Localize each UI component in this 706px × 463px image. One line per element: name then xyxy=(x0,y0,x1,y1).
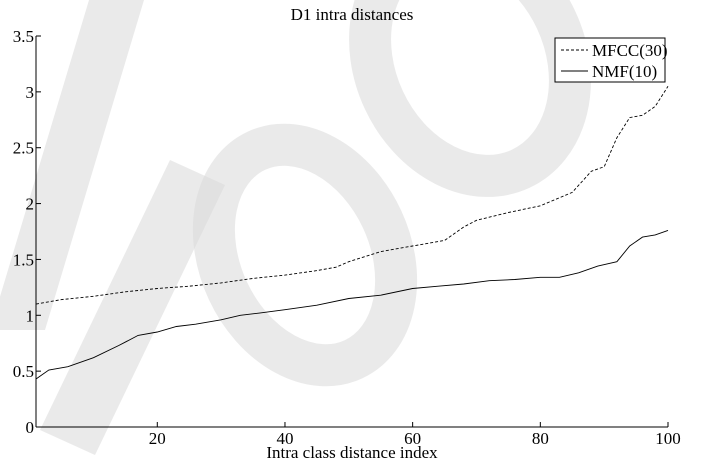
y-tick-label: 0 xyxy=(26,418,35,437)
x-tick-label: 40 xyxy=(276,429,293,448)
legend: MFCC(30) NMF(10) xyxy=(554,37,668,83)
y-axis-ticks: 0 0.5 1 1.5 2 2.5 3 3.5 xyxy=(13,27,41,437)
watermark xyxy=(0,0,591,455)
x-tick-label: 60 xyxy=(404,429,421,448)
series-line-mfcc-30 xyxy=(35,86,669,305)
legend-label: MFCC(30) xyxy=(592,41,668,60)
plot-area xyxy=(35,36,668,428)
y-tick-label: 3.5 xyxy=(13,27,34,46)
watermark-stroke xyxy=(40,160,225,455)
x-axis-ticks: 20 40 60 80 100 xyxy=(149,422,681,448)
x-tick-label: 20 xyxy=(149,429,166,448)
y-tick-label: 2.5 xyxy=(13,139,34,158)
chart-title: D1 intra distances xyxy=(291,5,414,24)
watermark-stroke xyxy=(192,123,418,387)
y-tick-label: 1 xyxy=(26,306,35,325)
x-tick-label: 100 xyxy=(655,429,681,448)
legend-label: NMF(10) xyxy=(592,62,657,81)
y-tick-label: 0.5 xyxy=(13,362,34,381)
y-tick-label: 2 xyxy=(26,195,35,214)
y-tick-label: 1.5 xyxy=(13,250,34,269)
x-axis-label: Intra class distance index xyxy=(266,443,438,462)
x-tick-label: 80 xyxy=(532,429,549,448)
series-line-nmf-10 xyxy=(35,229,669,380)
watermark-stroke xyxy=(349,0,591,197)
legend-box xyxy=(554,37,666,83)
y-tick-label: 3 xyxy=(26,83,35,102)
series-layer xyxy=(35,86,669,380)
